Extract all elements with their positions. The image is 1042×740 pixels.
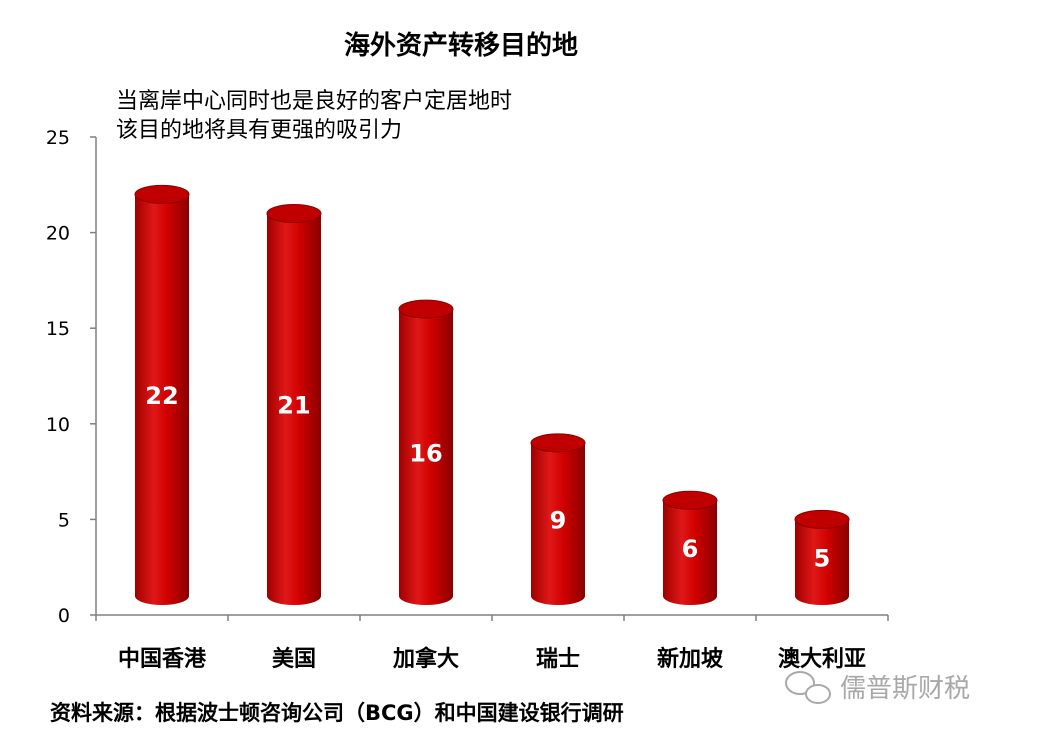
data-label: 21: [277, 392, 310, 420]
y-tick-label: 15: [46, 318, 70, 340]
bar: 21: [266, 203, 322, 606]
bar-top: [398, 299, 454, 319]
bar-top: [794, 509, 850, 529]
bar-top: [662, 490, 718, 510]
y-tick-label: 0: [58, 605, 70, 627]
bar-top: [530, 433, 586, 453]
chart-title: 海外资产转移目的地: [344, 30, 578, 61]
y-tick-label: 25: [46, 127, 70, 149]
x-tick-label: 加拿大: [392, 646, 459, 672]
bar: 9: [530, 433, 586, 605]
x-tick-label: 美国: [272, 646, 316, 672]
y-tick-label: 5: [58, 509, 70, 531]
data-label: 9: [550, 506, 567, 534]
bar-top: [266, 203, 322, 223]
chart-subtitle-line-2: 该目的地将具有更强的吸引力: [116, 118, 402, 143]
x-tick-label: 新加坡: [657, 646, 723, 672]
data-label: 16: [409, 440, 442, 468]
bar: 22: [134, 184, 190, 606]
bar: 16: [398, 299, 454, 605]
y-tick-label: 20: [46, 223, 70, 245]
source-note: 资料来源：根据波士顿咨询公司（BCG）和中国建设银行调研: [50, 701, 624, 725]
x-tick-label: 瑞士: [536, 647, 580, 672]
bar-body: [135, 194, 189, 606]
bar-body: [399, 309, 453, 605]
x-tick-label: 澳大利亚: [778, 646, 866, 672]
data-label: 5: [814, 545, 831, 573]
bar-top: [134, 184, 190, 204]
bar-body: [663, 500, 717, 605]
data-label: 22: [145, 382, 178, 410]
bar-body: [531, 442, 585, 605]
x-tick-label: 中国香港: [118, 647, 207, 672]
chart-subtitle-line-1: 当离岸中心同时也是良好的客户定居地时: [116, 89, 512, 114]
bar: 5: [794, 509, 850, 605]
wechat-logo: [785, 671, 831, 704]
y-axis: 0 5 10 15 20 25: [46, 127, 97, 627]
bar-body: [795, 519, 849, 605]
bars: 22 21 16 9 6 5: [134, 184, 850, 606]
bar-body: [267, 213, 321, 606]
data-label: 6: [682, 535, 699, 563]
y-tick-label: 10: [46, 414, 70, 436]
watermark-text: 儒普斯财税: [840, 674, 970, 704]
bar: 6: [662, 490, 718, 605]
x-axis: 中国香港 美国 加拿大 瑞士 新加坡 澳大利亚: [95, 614, 889, 672]
